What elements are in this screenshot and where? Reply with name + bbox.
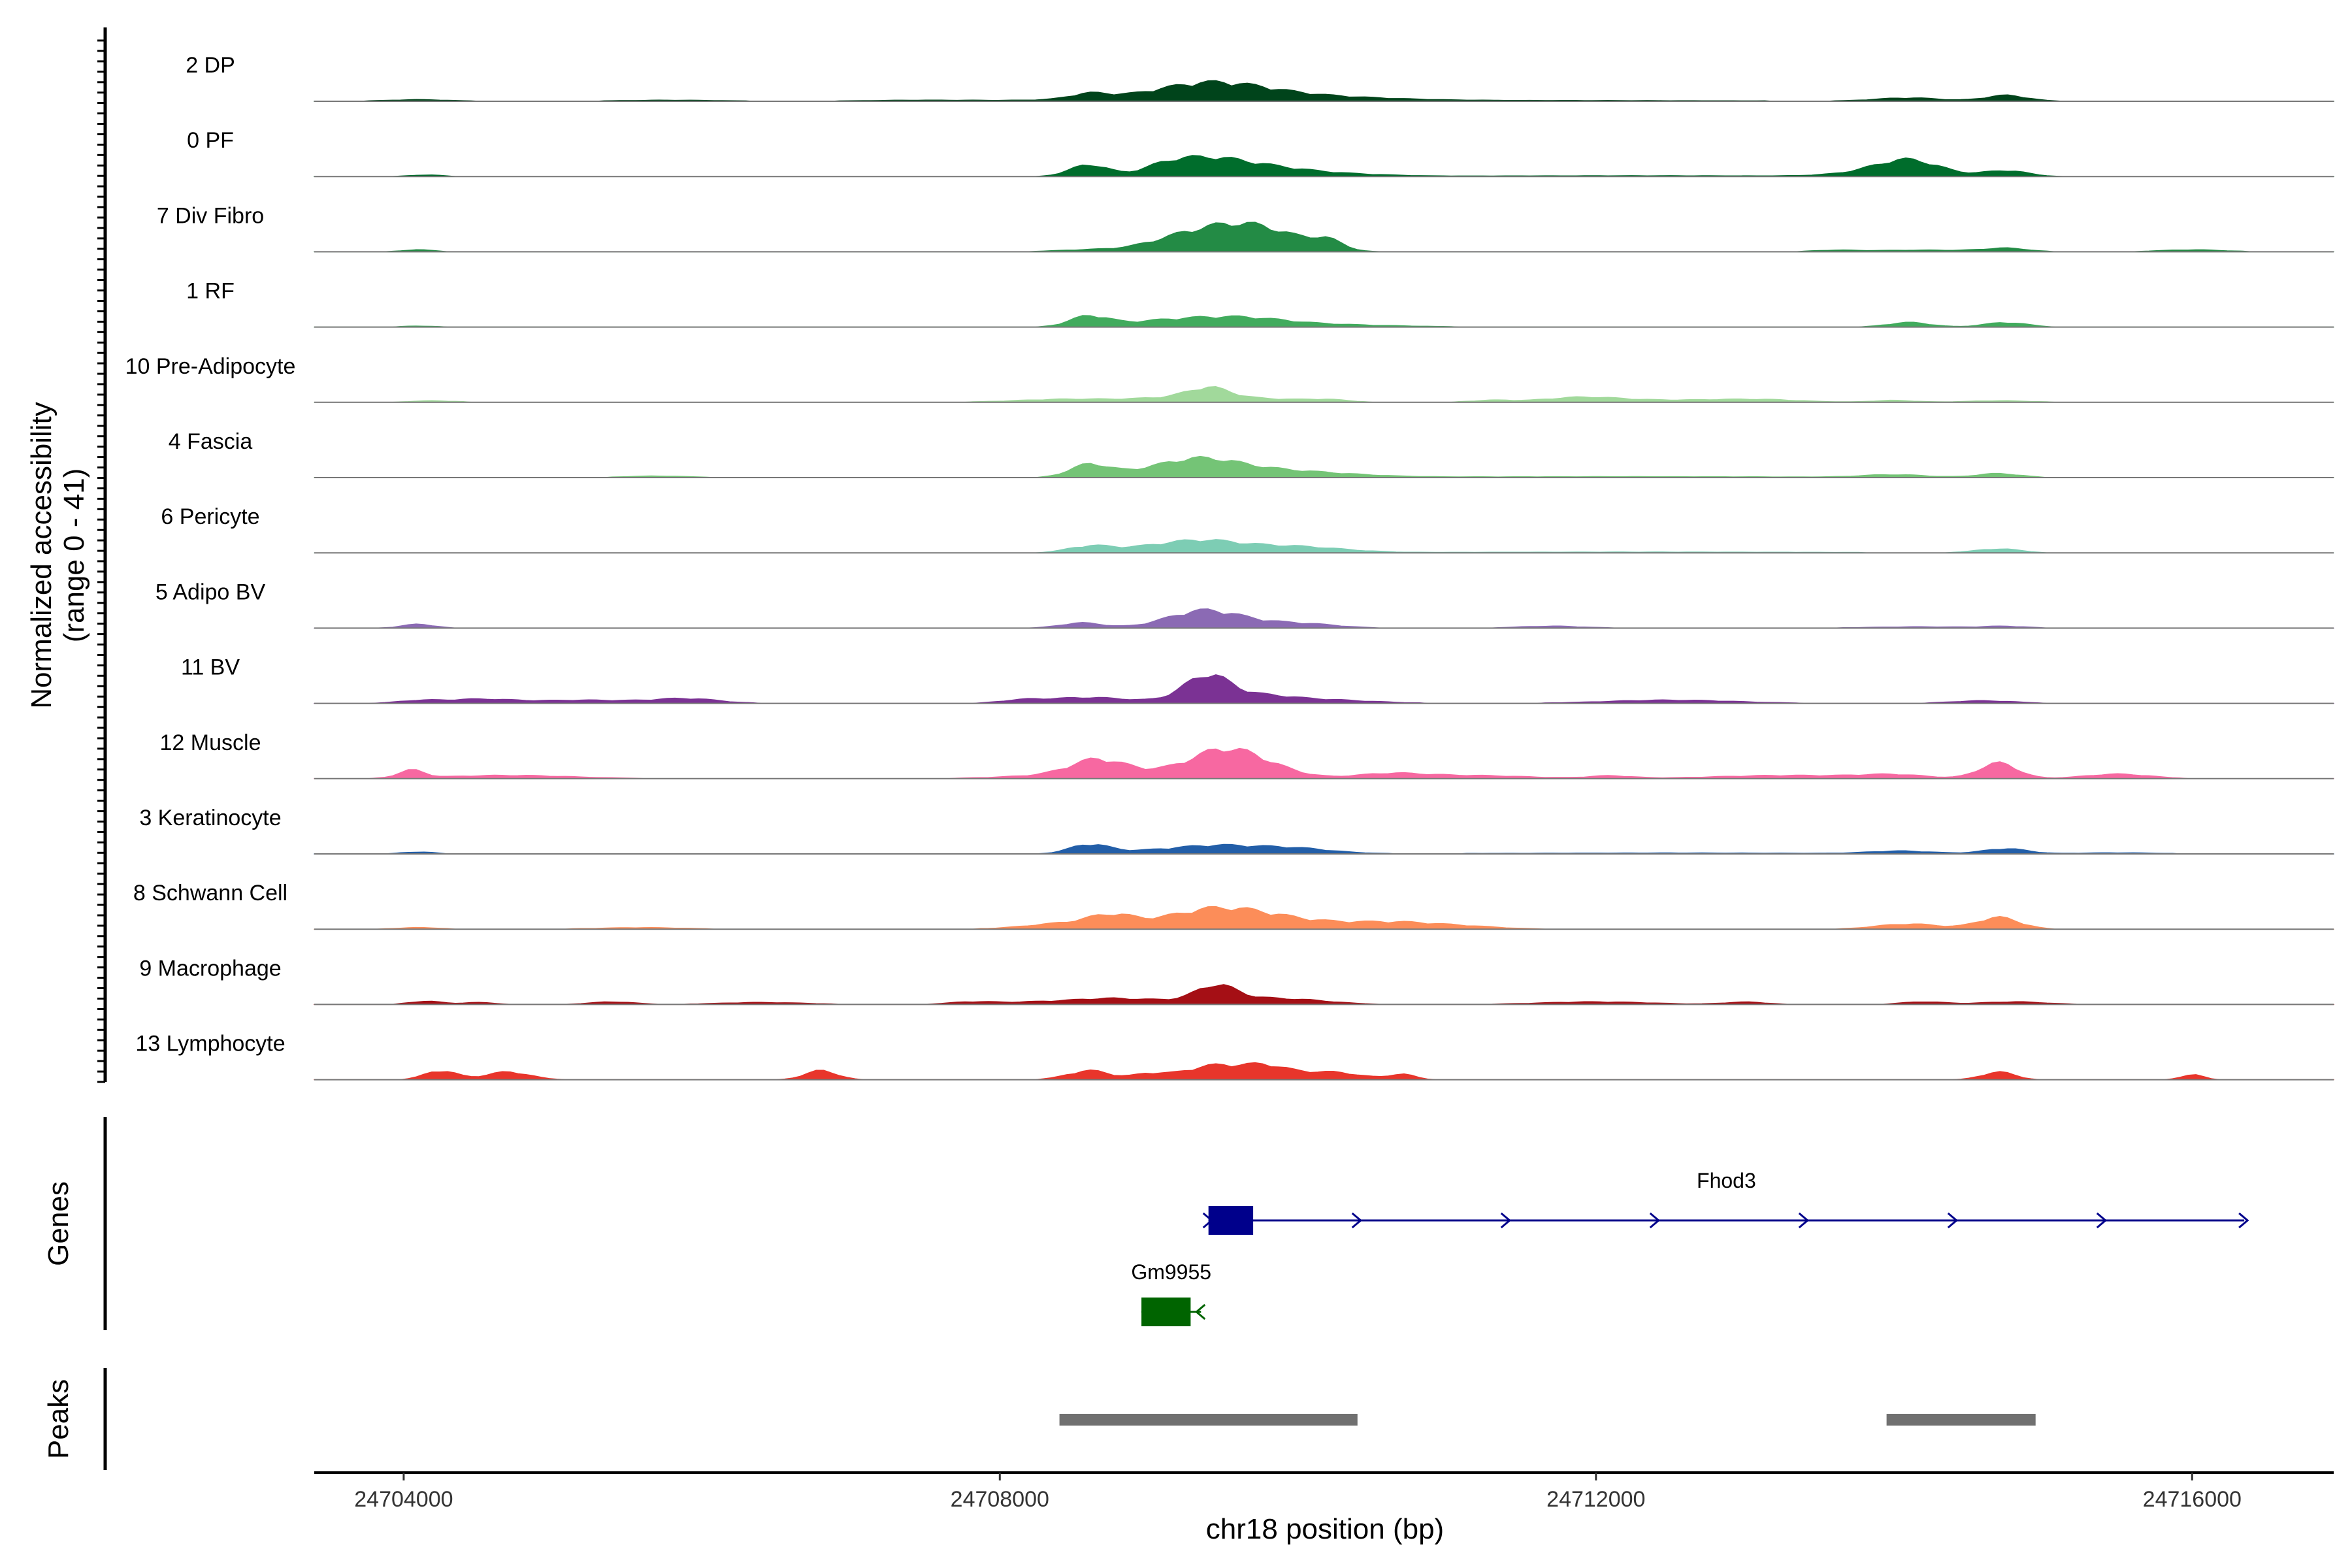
track-label: 13 Lymphocyte	[135, 1032, 285, 1056]
track-3-keratinocyte: 3 Keratinocyte	[139, 806, 2334, 855]
coverage-area	[314, 843, 2334, 855]
track-label: 4 Fascia	[169, 429, 253, 454]
strand-arrow	[1202, 1212, 1214, 1229]
track-2-dp: 2 DP	[186, 53, 2334, 102]
coverage-tracks: 2 DP 0 PF 7 Div Fibro 1 RF 10 Pre-Adipocyte 4…	[125, 53, 2334, 1081]
track-12-muscle: 12 Muscle	[160, 730, 2334, 779]
track-6-pericyte: 6 Pericyte	[161, 504, 2334, 554]
peak-region	[1886, 1414, 2036, 1426]
track-label: 10 Pre-Adipocyte	[125, 354, 296, 379]
y-axis-title: Normalized accessibility (range 0 - 41)	[25, 402, 90, 708]
coverage-area	[314, 455, 2334, 478]
strand-arrow	[1500, 1212, 1512, 1229]
coverage-area	[314, 221, 2334, 253]
gene-fhod3: Fhod3	[1202, 1169, 2249, 1235]
coverage-area	[314, 984, 2334, 1005]
genes-panel: Genes Fhod3 Gm9955	[42, 1117, 2249, 1330]
peak-region	[1059, 1414, 1358, 1426]
strand-arrow	[1798, 1212, 1810, 1229]
track-10-pre-adipocyte: 10 Pre-Adipocyte	[125, 354, 2334, 403]
coverage-area	[314, 674, 2334, 704]
peaks-axis-title: Peaks	[42, 1379, 74, 1459]
track-label: 7 Div Fibro	[157, 203, 264, 228]
track-5-adipo-bv: 5 Adipo BV	[155, 580, 2334, 629]
coverage-area	[314, 315, 2334, 328]
track-0-pf: 0 PF	[187, 128, 2334, 178]
strand-arrow	[1194, 1303, 1206, 1320]
x-tick-label: 24704000	[354, 1487, 453, 1512]
gene-exon	[1208, 1206, 1254, 1235]
gene-gm9955: Gm9955	[1131, 1260, 1211, 1326]
coverage-area	[314, 608, 2334, 629]
coverage-area	[314, 1062, 2334, 1081]
strand-arrow	[1947, 1212, 1959, 1229]
x-tick-label: 24712000	[1546, 1487, 1645, 1512]
track-label: 12 Muscle	[160, 730, 261, 755]
track-label: 9 Macrophage	[139, 956, 281, 981]
x-axis-title: chr18 position (bp)	[1206, 1513, 1444, 1545]
track-label: 1 RF	[186, 279, 235, 304]
track-4-fascia: 4 Fascia	[169, 429, 2334, 478]
gene-exon	[1141, 1298, 1191, 1326]
coverage-area	[314, 155, 2334, 177]
track-label: 0 PF	[187, 128, 234, 153]
coverage-area	[314, 747, 2334, 779]
track-label: 6 Pericyte	[161, 504, 259, 529]
track-label: 11 BV	[181, 655, 240, 680]
gene-label: Gm9955	[1131, 1260, 1211, 1284]
strand-arrow	[2238, 1212, 2249, 1229]
track-7-div-fibro: 7 Div Fibro	[157, 203, 2334, 253]
genes-axis-title: Genes	[42, 1181, 74, 1266]
x-tick-label: 24716000	[2143, 1487, 2242, 1512]
strand-arrow	[1649, 1212, 1661, 1229]
y-axis-title-line2: (range 0 - 41)	[58, 468, 90, 643]
track-label: 5 Adipo BV	[155, 580, 266, 604]
gene-label: Fhod3	[1697, 1169, 1756, 1192]
coverage-area	[314, 906, 2334, 930]
x-tick-label: 24708000	[951, 1487, 1049, 1512]
coverage-y-axis	[97, 27, 107, 1083]
track-9-macrophage: 9 Macrophage	[139, 956, 2334, 1005]
x-ticks: 24704000 24708000 24712000 24716000	[354, 1473, 2242, 1512]
track-11-bv: 11 BV	[181, 655, 2334, 704]
coverage-area	[314, 539, 2334, 553]
track-label: 3 Keratinocyte	[139, 806, 281, 830]
x-axis: 24704000 24708000 24712000 24716000 chr18 p…	[314, 1471, 2334, 1545]
y-axis-title-line1: Normalized accessibility	[25, 402, 57, 708]
track-label: 8 Schwann Cell	[133, 881, 287, 906]
track-13-lymphocyte: 13 Lymphocyte	[135, 1032, 2334, 1081]
peaks-content	[1059, 1414, 2036, 1426]
genes-content: Fhod3 Gm9955	[1131, 1169, 2249, 1326]
strand-arrow	[1351, 1212, 1363, 1229]
track-1-rf: 1 RF	[186, 279, 2334, 328]
track-8-schwann-cell: 8 Schwann Cell	[133, 881, 2334, 930]
peaks-panel: Peaks	[42, 1368, 2036, 1470]
coverage-area	[314, 80, 2334, 102]
coverage-area	[314, 386, 2334, 403]
strand-arrow	[2096, 1212, 2108, 1229]
track-label: 2 DP	[186, 53, 235, 78]
